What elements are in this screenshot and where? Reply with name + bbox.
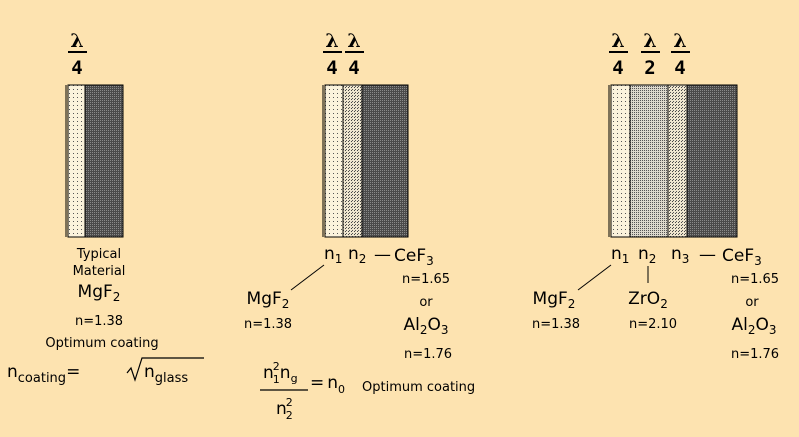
formula-rhs: nglass [144, 362, 188, 386]
cef3-coating-layer [667, 84, 688, 238]
formula-optimum-label: Optimum coating [362, 380, 475, 395]
or-label: or [419, 295, 433, 310]
lambda-denominator-2: 4 [348, 57, 359, 79]
two-layer-diagram: λ 4 λ 4 n1 n2 — CeF3 n=1.65 or Al2O3 n=1… [244, 30, 475, 422]
cef3-label: CeF3 [722, 246, 762, 268]
n3-label: n3 [671, 244, 689, 266]
single-layer-diagram: λ 4 Typical Material MgF2 n=1.38 Optimum… [7, 30, 204, 386]
cef3-index: n=1.65 [402, 272, 450, 287]
zro2-coating-layer [629, 84, 669, 238]
mgf2-coating-layer [610, 84, 631, 238]
al2o3-label: Al2O3 [731, 315, 776, 337]
n2-label: n2 [348, 244, 366, 266]
cef3-index: n=1.65 [731, 272, 779, 287]
square-root-sign [126, 357, 204, 382]
lambda-denominator: 4 [71, 57, 82, 79]
mgf2-index: n=1.38 [244, 317, 292, 332]
lambda-denominator-1: 4 [326, 57, 337, 79]
lambda-numerator-1: λ [611, 30, 624, 52]
mgf2-coating-layer [67, 84, 86, 238]
cef3-label: CeF3 [394, 246, 434, 268]
lambda-denominator-2: 2 [644, 57, 655, 79]
lambda-numerator-3: λ [673, 30, 686, 52]
dash: — [374, 245, 391, 265]
mgf2-label: MgF2 [533, 289, 576, 311]
mgf2-index: n=1.38 [75, 314, 123, 329]
lambda-denominator-3: 4 [674, 57, 685, 79]
glass-substrate [361, 84, 409, 238]
n1-label: n1 [611, 244, 629, 266]
optimum-condition-formula: n2 1ng n2 2 = n0 Optimum coating [260, 360, 475, 422]
mgf2-label: MgF2 [247, 289, 290, 311]
glass-substrate [84, 84, 124, 238]
three-layer-diagram: λ 4 λ 2 λ 4 n1 n2 n3 — CeF3 n=1.65 or Al… [532, 30, 779, 362]
mgf2-leader-line [290, 264, 325, 291]
zro2-index: n=2.10 [629, 317, 677, 332]
material-mgf2: MgF2 [78, 282, 121, 304]
al2o3-index: n=1.76 [404, 347, 452, 362]
optimum-coating-label: Optimum coating [45, 336, 158, 351]
n2-label: n2 [638, 244, 656, 266]
optimum-coating-formula: ncoating= [7, 362, 80, 386]
lambda-numerator-2: λ [643, 30, 656, 52]
al2o3-label: Al2O3 [403, 315, 448, 337]
formula-equals: = n0 [310, 373, 345, 396]
formula-numerator: n2 1ng [263, 360, 298, 386]
cef3-coating-layer [342, 84, 363, 238]
mgf2-index: n=1.38 [532, 317, 580, 332]
n1-label: n1 [324, 244, 342, 266]
caption-typical: Typical [76, 247, 121, 262]
lambda-denominator-1: 4 [612, 57, 623, 79]
mgf2-coating-layer [324, 84, 344, 238]
or-label: or [745, 295, 759, 310]
dash: — [699, 245, 716, 265]
lambda-numerator: λ [70, 30, 83, 52]
caption-material: Material [73, 264, 126, 279]
glass-substrate [686, 84, 738, 238]
lambda-numerator-1: λ [325, 30, 338, 52]
formula-denominator: n2 2 [276, 396, 293, 422]
lambda-numerator-2: λ [347, 30, 360, 52]
zro2-label: ZrO2 [628, 289, 668, 311]
mgf2-leader-line [577, 264, 612, 291]
al2o3-index: n=1.76 [731, 347, 779, 362]
